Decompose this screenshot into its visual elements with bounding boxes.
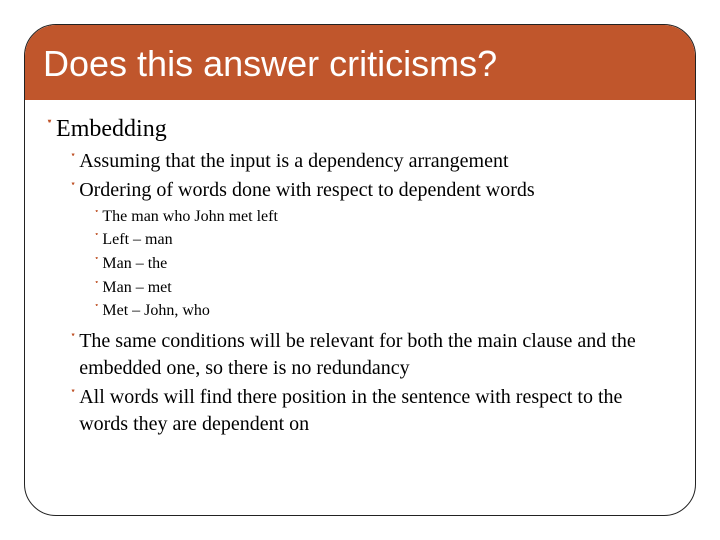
bullet-lvl2: ་ All words will find there position in … bbox=[71, 383, 673, 439]
title-bar: Does this answer criticisms? bbox=[25, 25, 695, 100]
slide-title: Does this answer criticisms? bbox=[43, 43, 497, 84]
bullet-lvl3: ་ Met – John, who bbox=[95, 299, 673, 323]
bullet-lvl3: ་ Left – man bbox=[95, 228, 673, 252]
bullet-lvl2: ་ Assuming that the input is a dependenc… bbox=[71, 147, 673, 176]
bullet-icon: ་ bbox=[95, 206, 98, 228]
bullet-icon: ་ bbox=[95, 300, 98, 322]
bullet-lvl2: ་ Ordering of words done with respect to… bbox=[71, 176, 673, 205]
bullet-lvl2: ་ The same conditions will be relevant f… bbox=[71, 327, 673, 383]
bullet-lvl3: ་ Man – the bbox=[95, 252, 673, 276]
bullet-text: All words will find there position in th… bbox=[79, 384, 673, 438]
bullet-icon: ་ bbox=[71, 384, 75, 411]
bullet-text: Embedding bbox=[56, 113, 673, 145]
slide: Does this answer criticisms? ་ Embedding… bbox=[0, 0, 720, 540]
bullet-lvl3: ་ Man – met bbox=[95, 276, 673, 300]
bullet-icon: ་ bbox=[71, 328, 75, 355]
bullet-text: The same conditions will be relevant for… bbox=[79, 328, 673, 382]
slide-frame: Does this answer criticisms? ་ Embedding… bbox=[24, 24, 696, 516]
bullet-icon: ་ bbox=[95, 229, 98, 251]
bullet-text: The man who John met left bbox=[102, 206, 673, 228]
bullet-text: Left – man bbox=[102, 229, 673, 251]
bullet-text: Ordering of words done with respect to d… bbox=[79, 177, 673, 204]
bullet-icon: ་ bbox=[71, 148, 75, 175]
bullet-lvl1: ་ Embedding bbox=[47, 112, 673, 146]
bullet-icon: ་ bbox=[71, 177, 75, 204]
bullet-text: Assuming that the input is a dependency … bbox=[79, 148, 673, 175]
bullet-icon: ་ bbox=[47, 113, 52, 145]
bullet-icon: ་ bbox=[95, 277, 98, 299]
bullet-lvl3: ་ The man who John met left bbox=[95, 205, 673, 229]
content-area: ་ Embedding ་ Assuming that the input is… bbox=[25, 100, 695, 448]
bullet-text: Man – met bbox=[102, 277, 673, 299]
bullet-icon: ་ bbox=[95, 253, 98, 275]
bullet-text: Met – John, who bbox=[102, 300, 673, 322]
bullet-text: Man – the bbox=[102, 253, 673, 275]
